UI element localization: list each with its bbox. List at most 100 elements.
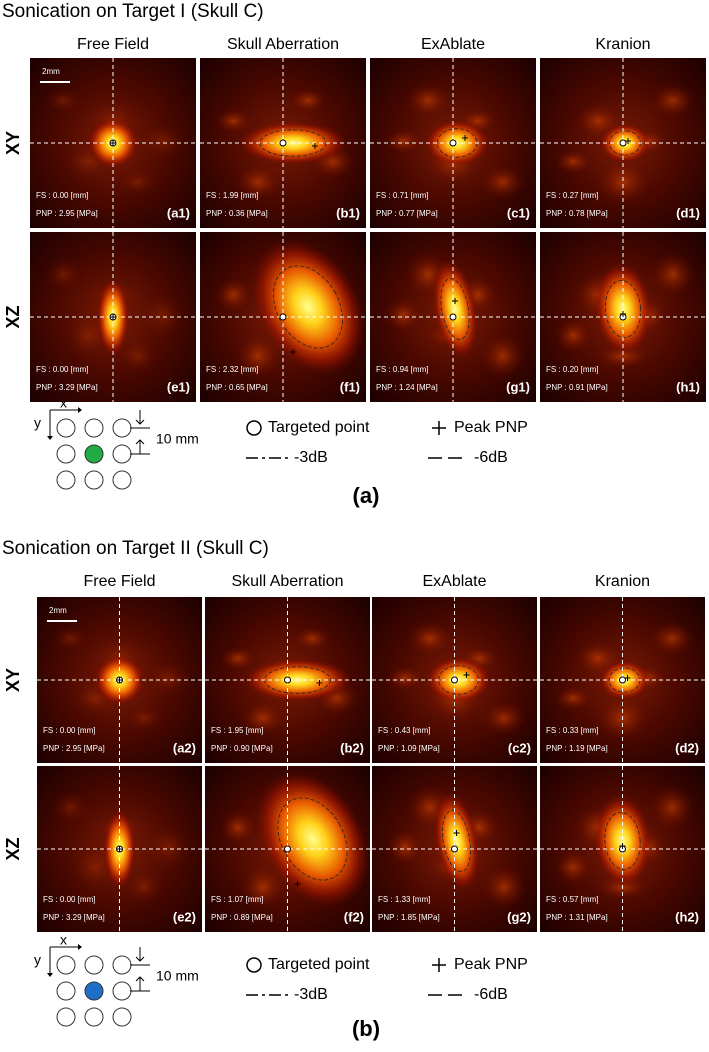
tile-id: (c2): [508, 740, 531, 755]
contour-6db: [604, 280, 642, 338]
panel-title: Sonication on Target I (Skull C): [2, 1, 264, 22]
pnp-text: PNP : 1.19 [MPa]: [546, 744, 608, 753]
heatmap-tile: FS : 0.00 [mm] PNP : 2.95 [MPa] (a1) 2mm: [30, 58, 196, 228]
peak-marker: [452, 298, 458, 304]
target-grid-point: [56, 470, 76, 490]
peak-marker: [110, 314, 116, 320]
side-lobe: [555, 850, 591, 885]
side-lobe: [147, 661, 191, 696]
tile-id: (b2): [340, 740, 364, 755]
legend-6db: -6dB: [474, 986, 508, 1003]
tile-id: (h1): [676, 379, 700, 394]
arrow-heads: [47, 944, 82, 977]
panel-title: Sonication on Target II (Skull C): [2, 538, 269, 559]
side-lobe: [140, 293, 185, 338]
side-lobe: [240, 865, 285, 910]
scale-label: 2mm: [49, 606, 67, 615]
side-lobe: [597, 160, 649, 205]
side-lobe: [294, 626, 331, 651]
side-lobe: [119, 339, 156, 374]
heatmap-tile: FS : 0.33 [mm] PNP : 1.19 [MPa] (d2): [540, 597, 705, 763]
heatmap-tile: FS : 1.33 [mm] PNP : 1.85 [MPa] (g2): [372, 766, 537, 932]
arrow-heads: [47, 407, 82, 440]
peak-marker: [453, 830, 460, 836]
legend-y: y: [34, 952, 41, 968]
tile-id: (a2): [173, 740, 196, 755]
target-grid-point: [84, 470, 104, 490]
pnp-text: PNP : 2.95 [MPa]: [36, 209, 98, 218]
side-lobe: [140, 124, 185, 159]
tile-id: (h2): [675, 909, 699, 924]
legend-x: x: [60, 395, 67, 411]
focal-spot: [251, 239, 365, 375]
pnp-text: PNP : 1.85 [MPa]: [378, 913, 440, 922]
peak-marker: [110, 140, 116, 146]
panel-label: (a): [353, 483, 380, 508]
peak-marker: [316, 680, 323, 686]
side-lobe: [482, 865, 526, 910]
peak-marker: [116, 846, 123, 852]
target-grid-point: [112, 470, 132, 490]
side-lobe: [387, 830, 423, 865]
fs-text: FS : 0.94 [mm]: [376, 365, 428, 374]
side-lobe: [126, 706, 163, 731]
target-marker: [284, 845, 291, 853]
tile-id: (c1): [507, 205, 530, 220]
fs-text: FS : 0.43 [mm]: [378, 726, 430, 735]
fs-text: FS : 2.32 [mm]: [206, 365, 258, 374]
target-grid-point: [56, 981, 76, 1001]
side-lobe: [240, 701, 285, 736]
peak-marker: [463, 672, 470, 678]
spacing-label: 10 mm: [156, 968, 199, 984]
tile-id: (d2): [675, 740, 699, 755]
tile-id: (f1): [340, 379, 360, 394]
fs-text: FS : 0.71 [mm]: [376, 191, 428, 200]
heatmap-tile: FS : 2.32 [mm] PNP : 0.65 [MPa] (f1): [200, 232, 366, 402]
legend-3db: -3dB: [294, 986, 328, 1003]
target-grid-point: [84, 955, 104, 975]
pnp-text: PNP : 3.29 [MPa]: [43, 913, 105, 922]
side-lobe: [126, 870, 163, 905]
fs-text: FS : 0.57 [mm]: [546, 895, 598, 904]
pnp-text: PNP : 0.77 [MPa]: [376, 209, 438, 218]
legend-x: x: [60, 932, 67, 948]
fs-text: FS : 0.00 [mm]: [36, 365, 88, 374]
heatmap-tile: FS : 0.71 [mm] PNP : 0.77 [MPa] (c1): [370, 58, 536, 228]
tile-id: (g2): [507, 909, 531, 924]
target-grid-point: [84, 1007, 104, 1027]
fs-text: FS : 0.00 [mm]: [43, 726, 95, 735]
peak-marker: [290, 349, 296, 355]
tile-id: (b1): [336, 205, 360, 220]
pnp-text: PNP : 0.78 [MPa]: [546, 209, 608, 218]
column-header: Skull Aberration: [231, 573, 343, 590]
peak-marker: [619, 843, 626, 849]
spacing-arrows: [130, 410, 150, 455]
tile-id: (e1): [167, 379, 190, 394]
side-lobe: [236, 334, 281, 379]
side-lobe: [555, 318, 592, 353]
heatmap-tile: FS : 0.00 [mm] PNP : 2.95 [MPa] (a2) 2mm: [37, 597, 202, 763]
column-header: Free Field: [83, 573, 155, 590]
side-lobe: [480, 165, 525, 200]
heatmap-tile: FS : 0.00 [mm] PNP : 3.29 [MPa] (e2): [37, 766, 202, 932]
fs-text: FS : 0.00 [mm]: [43, 895, 95, 904]
side-lobe: [555, 149, 592, 174]
pnp-text: PNP : 3.29 [MPa]: [36, 383, 98, 392]
target-grid-point: [84, 444, 104, 464]
target-marker: [279, 139, 287, 147]
fs-text: FS : 1.95 [mm]: [211, 726, 263, 735]
column-header: Kranion: [595, 36, 650, 53]
fs-text: FS : 0.00 [mm]: [36, 191, 88, 200]
target-grid-point: [112, 444, 132, 464]
column-header: Skull Aberration: [227, 36, 339, 53]
target-marker: [284, 676, 291, 684]
focal-spot: [255, 771, 370, 907]
side-lobe: [45, 257, 82, 292]
spacing-arrows: [130, 947, 150, 992]
legend-target-symbol: [246, 957, 262, 973]
row-label: XZ: [3, 305, 23, 328]
target-grid-point: [84, 981, 104, 1001]
side-lobe: [650, 785, 694, 830]
target-grid-point: [56, 444, 76, 464]
side-lobe: [480, 334, 525, 379]
